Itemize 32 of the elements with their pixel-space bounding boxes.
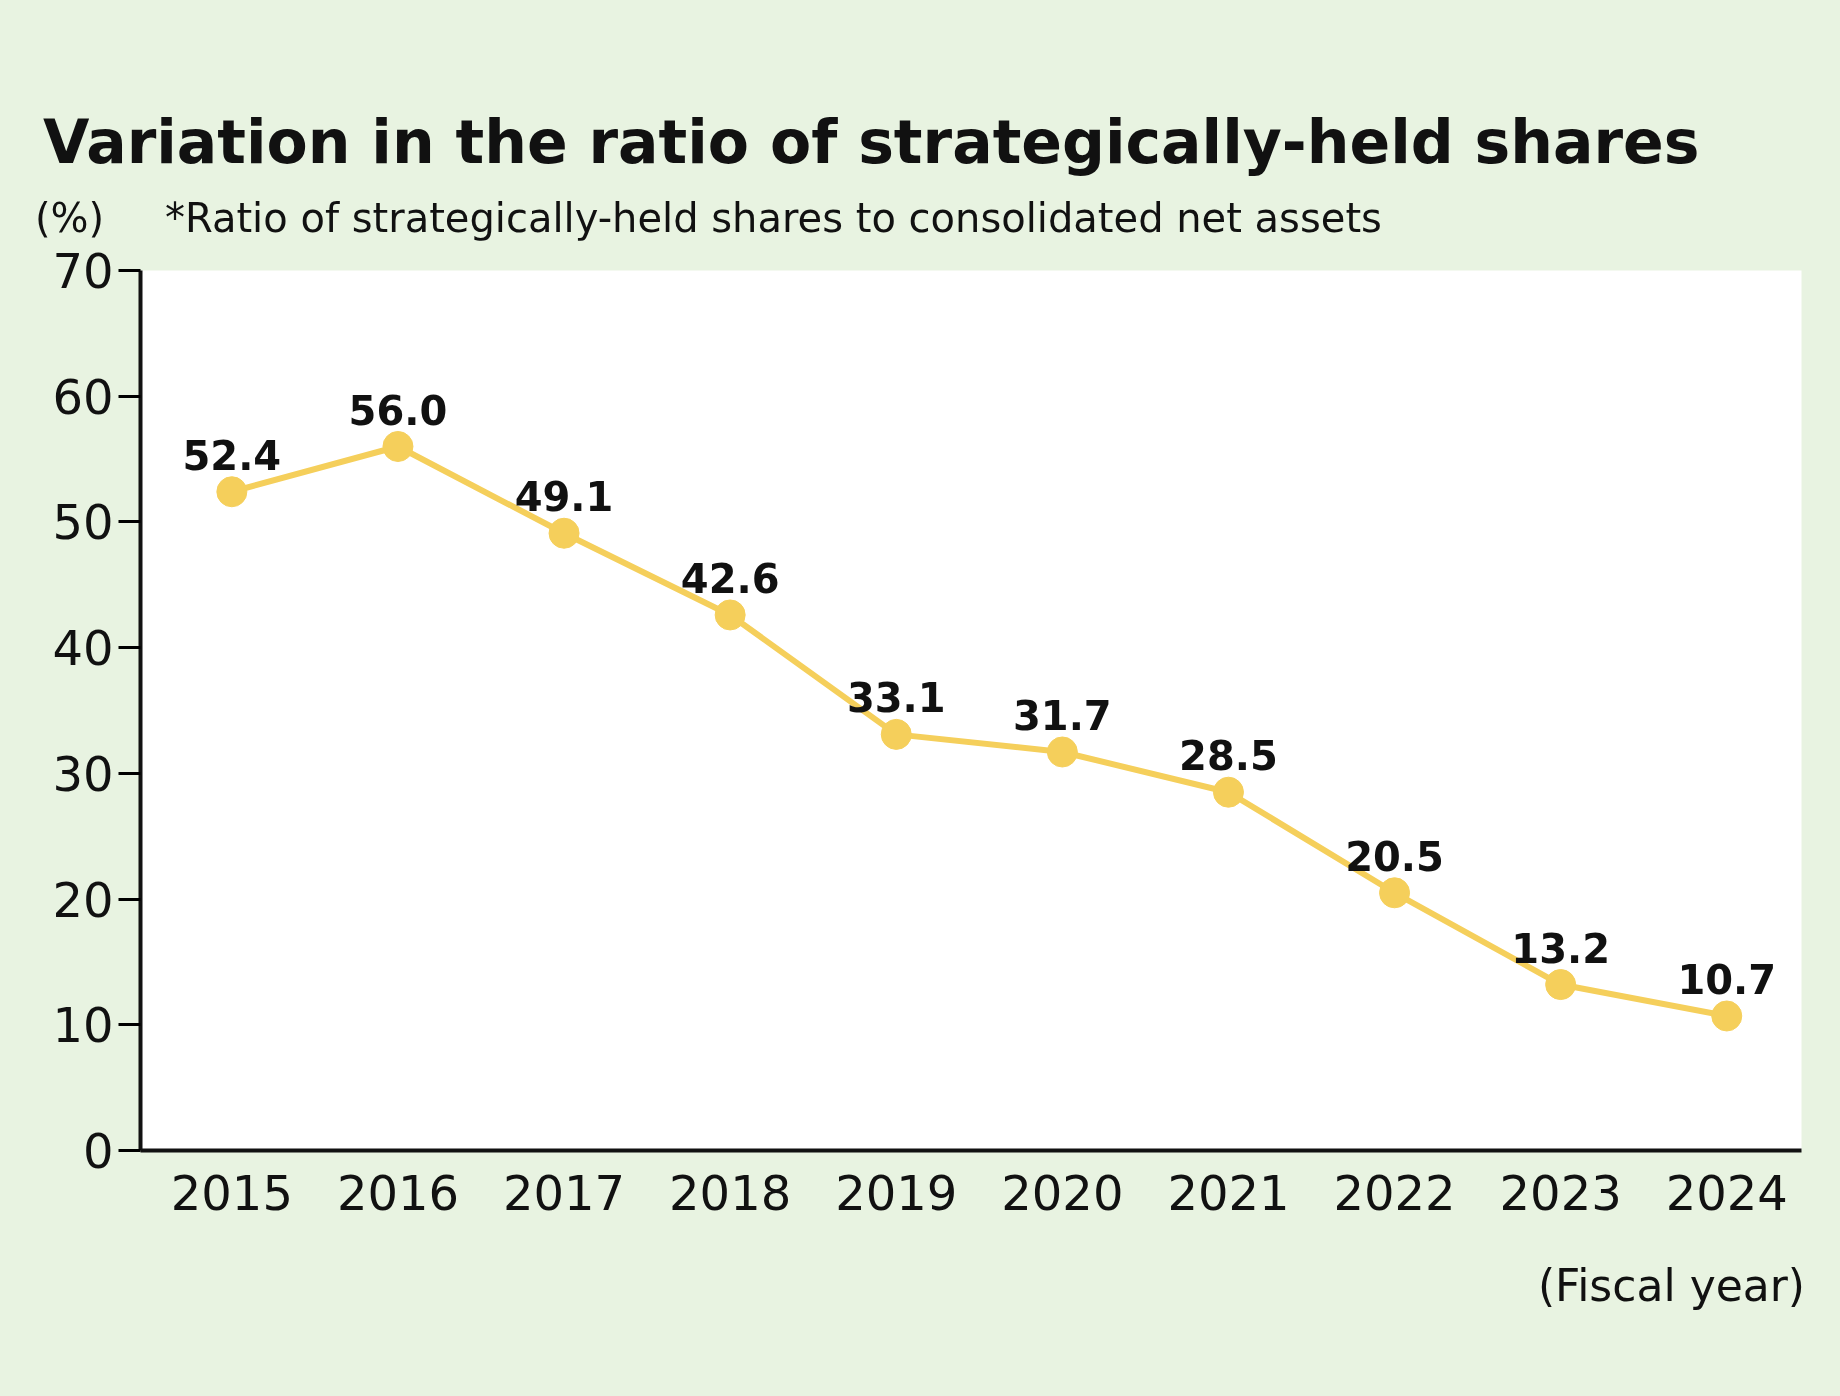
x-tick-label: 2015 xyxy=(170,1164,293,1221)
x-tick-label: 2017 xyxy=(502,1164,626,1221)
data-label: 33.1 xyxy=(846,675,946,722)
x-tick-label: 2019 xyxy=(835,1164,958,1221)
x-tick-label: 2021 xyxy=(1167,1164,1290,1221)
data-label: 42.6 xyxy=(680,555,780,602)
data-label: 52.4 xyxy=(182,432,282,479)
x-axis-title: (Fiscal year) xyxy=(1537,1259,1805,1313)
x-tick-label: 2022 xyxy=(1333,1164,1456,1221)
x-tick-label: 2023 xyxy=(1499,1164,1622,1221)
y-tick-label: 50 xyxy=(52,494,114,551)
data-label: 31.7 xyxy=(1013,692,1112,739)
x-tick-label: 2016 xyxy=(336,1164,460,1221)
data-label: 13.2 xyxy=(1511,925,1611,972)
y-tick-label: 60 xyxy=(52,368,114,425)
x-tick-label: 2024 xyxy=(1665,1164,1788,1221)
y-tick-label: 10 xyxy=(52,997,114,1054)
x-tick-label: 2018 xyxy=(669,1164,792,1221)
data-label: 10.7 xyxy=(1677,956,1777,1003)
y-tick-label: 20 xyxy=(52,871,114,928)
y-tick-label: 40 xyxy=(52,620,114,677)
chart-title: Variation in the ratio of strategically-held shares xyxy=(43,106,1700,179)
data-label: 49.1 xyxy=(514,474,614,521)
data-label: 56.0 xyxy=(348,387,448,434)
data-label: 20.5 xyxy=(1345,833,1444,880)
y-tick-label: 0 xyxy=(82,1123,114,1179)
x-tick-label: 2020 xyxy=(1001,1164,1124,1221)
y-axis-title: (%) xyxy=(35,195,105,241)
chart-subtitle: *Ratio of strategically-held shares to consolidated net assets xyxy=(165,194,1382,243)
y-tick-label: 30 xyxy=(52,745,114,802)
data-label: 28.5 xyxy=(1179,733,1278,780)
y-tick-label: 70 xyxy=(52,243,114,299)
